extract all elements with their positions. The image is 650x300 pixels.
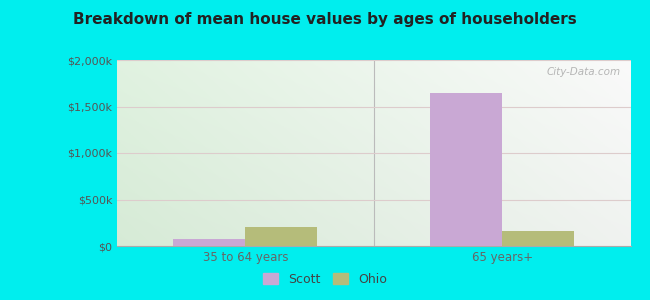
Bar: [174, 239, 246, 246]
Bar: [502, 231, 574, 246]
Bar: [246, 227, 317, 246]
Bar: [430, 92, 502, 246]
Text: City-Data.com: City-Data.com: [546, 68, 620, 77]
Legend: Scott, Ohio: Scott, Ohio: [258, 268, 392, 291]
Text: Breakdown of mean house values by ages of householders: Breakdown of mean house values by ages o…: [73, 12, 577, 27]
